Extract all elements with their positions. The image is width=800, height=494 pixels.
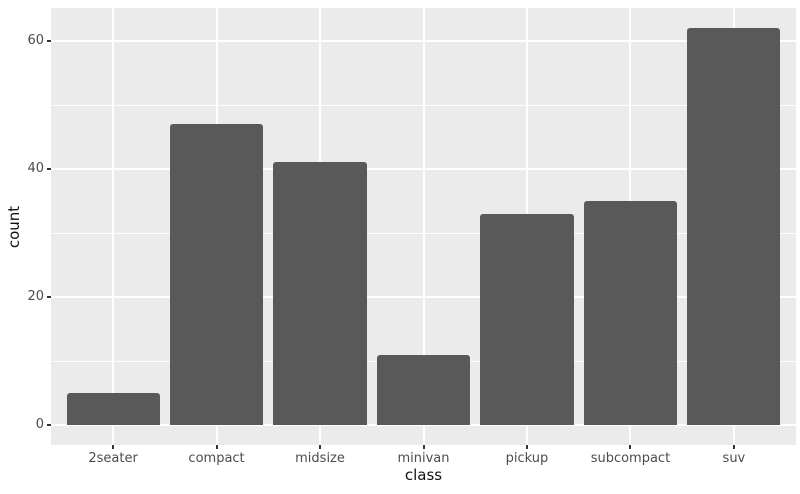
bar: [583, 200, 677, 426]
x-axis-title: class: [404, 466, 443, 484]
x-tick-mark: [422, 445, 425, 449]
y-tick-mark: [47, 424, 51, 427]
x-tick-mark: [629, 445, 632, 449]
gridline-major-vertical: [422, 8, 425, 445]
y-tick-mark: [47, 167, 51, 170]
x-tick-label: pickup: [505, 451, 549, 466]
y-tick-label: 60: [27, 32, 44, 48]
plot-panel: [51, 8, 796, 445]
bar: [480, 213, 574, 426]
x-tick-label: suv: [722, 451, 746, 466]
y-tick-label: 40: [27, 160, 44, 176]
x-tick-label: 2seater: [88, 451, 138, 466]
y-axis-title: count: [5, 205, 23, 248]
y-tick-mark: [47, 39, 51, 42]
x-tick-label: minivan: [397, 451, 450, 466]
x-tick-mark: [112, 445, 115, 449]
bar: [66, 393, 160, 426]
bar: [687, 27, 781, 426]
x-tick-label: subcompact: [590, 451, 671, 466]
bar: [273, 162, 367, 426]
x-tick-mark: [319, 445, 322, 449]
y-tick-mark: [47, 295, 51, 298]
x-tick-mark: [732, 445, 735, 449]
x-tick-label: midsize: [295, 451, 345, 466]
x-tick-mark: [525, 445, 528, 449]
bar: [376, 354, 471, 426]
x-tick-label: compact: [188, 451, 245, 466]
bar: [169, 123, 264, 426]
x-tick-mark: [215, 445, 218, 449]
y-tick-label: 20: [27, 288, 44, 304]
y-tick-label: 0: [35, 417, 44, 433]
gridline-major-vertical: [112, 8, 115, 445]
